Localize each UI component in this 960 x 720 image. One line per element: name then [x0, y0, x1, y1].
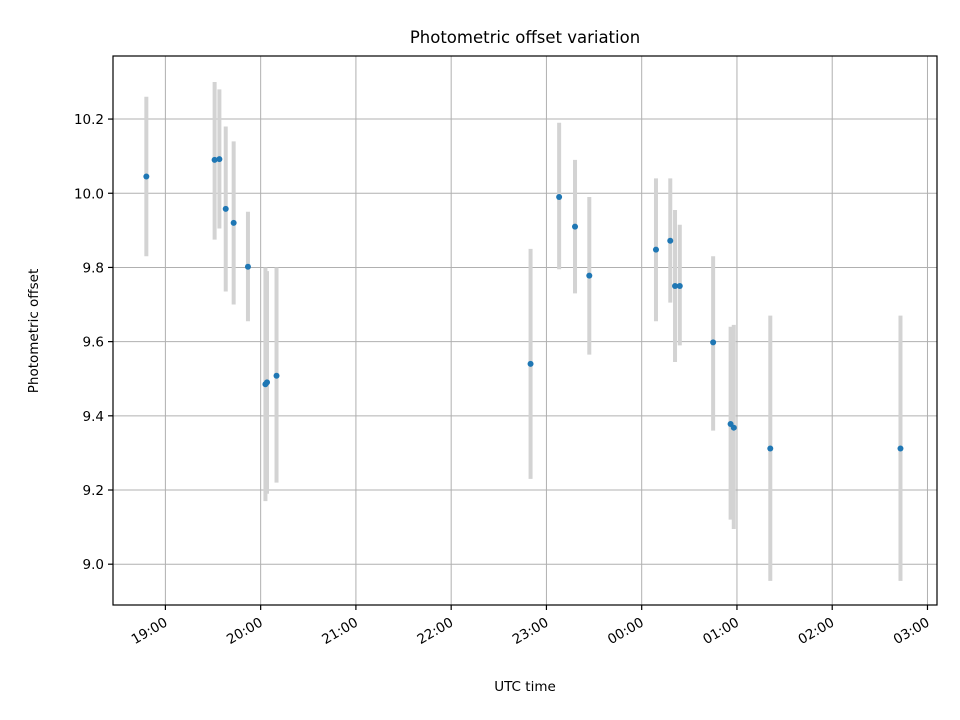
x-tick-label: 23:00	[510, 615, 552, 648]
data-point	[556, 193, 563, 200]
y-axis-label: Photometric offset	[26, 269, 42, 393]
x-tick-label: 21:00	[319, 615, 361, 648]
y-axis-ticks: 9.0 9.2 9.4 9.6 9.8 10.0 10.2	[74, 112, 113, 573]
error-bars	[144, 81, 903, 581]
data-point	[676, 282, 683, 289]
data-point	[143, 173, 150, 180]
data-point	[672, 282, 679, 289]
data-point	[586, 272, 593, 279]
data-point	[652, 246, 659, 253]
y-tick-label: 9.6	[83, 335, 104, 351]
data-point	[273, 372, 280, 379]
y-tick-label: 9.8	[83, 260, 104, 276]
x-axis-label: UTC time	[494, 679, 556, 695]
data-point	[667, 237, 674, 244]
x-tick-label: 22:00	[414, 615, 456, 648]
y-tick-label: 9.2	[83, 483, 104, 499]
data-point	[527, 360, 534, 367]
data-point	[730, 424, 737, 431]
y-tick-label: 9.0	[83, 557, 104, 573]
x-tick-label: 03:00	[891, 615, 933, 648]
data-point	[572, 223, 579, 230]
data-point	[211, 156, 218, 163]
x-tick-label: 01:00	[700, 615, 742, 648]
data-point	[767, 445, 774, 452]
data-point	[710, 339, 717, 346]
data-point	[244, 263, 251, 270]
data-point	[897, 445, 904, 452]
data-points	[143, 156, 904, 452]
data-point	[216, 156, 223, 163]
chart-title: Photometric offset variation	[410, 28, 640, 47]
x-tick-label: 19:00	[129, 615, 171, 648]
x-tick-label: 00:00	[605, 615, 647, 648]
data-point	[222, 205, 229, 212]
y-tick-label: 10.0	[74, 186, 104, 202]
x-axis-ticks: 19:00 20:00 21:00 22:00 23:00 00:00 01:00 02:00…	[129, 605, 933, 648]
x-tick-label: 02:00	[796, 615, 838, 648]
data-point	[264, 379, 271, 386]
plot-frame	[112, 55, 938, 606]
y-tick-label: 10.2	[74, 112, 104, 128]
x-tick-label: 20:00	[224, 615, 266, 648]
y-tick-label: 9.4	[83, 409, 104, 425]
grid	[113, 56, 937, 605]
data-point	[230, 219, 237, 226]
